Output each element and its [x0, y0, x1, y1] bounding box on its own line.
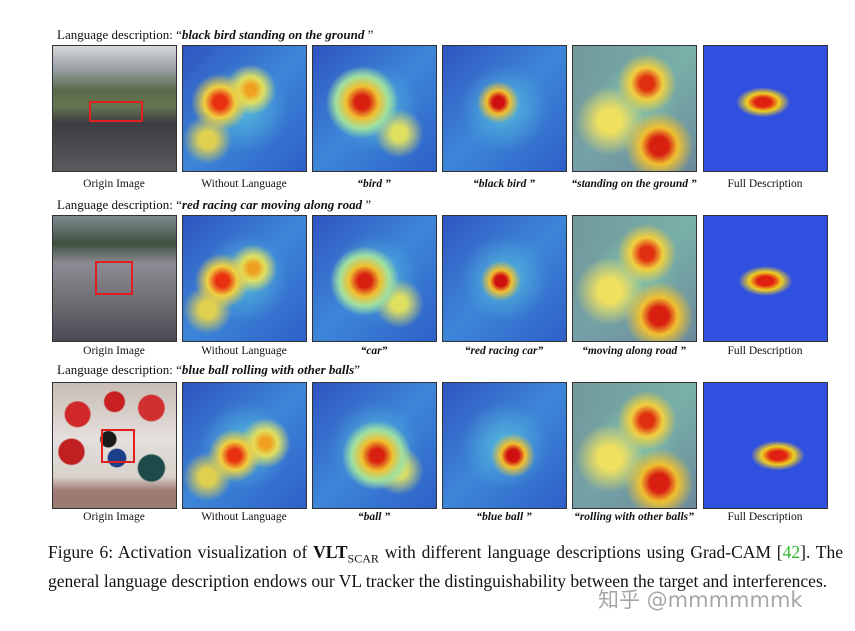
description-prefix: Language description: “ — [57, 362, 182, 377]
method-subscript: SCAR — [347, 551, 379, 566]
activation-map — [703, 382, 828, 509]
image-caption: “standing on the ground ” — [571, 178, 697, 190]
origin-image — [52, 45, 177, 172]
image-caption: Origin Image — [83, 511, 145, 523]
image-caption: Origin Image — [83, 345, 145, 357]
activation-map — [442, 382, 567, 509]
language-description: Language description: “blue ball rolling… — [57, 362, 360, 378]
caption-tail: ]. The general language description endo… — [48, 542, 844, 591]
image-caption: Without Language — [201, 345, 287, 357]
image-caption: “moving along road ” — [582, 345, 686, 357]
description-phrase: black bird standing on the ground — [181, 27, 365, 42]
image-caption: Origin Image — [83, 178, 145, 190]
image-caption: “rolling with other balls” — [574, 511, 694, 523]
image-caption: “black bird ” — [473, 178, 535, 190]
image-caption: Without Language — [201, 511, 287, 523]
citation[interactable]: 42 — [782, 542, 801, 562]
target-box — [101, 429, 135, 463]
image-caption: “blue ball ” — [476, 511, 532, 523]
image-caption: “bird ” — [357, 178, 391, 190]
description-suffix: ” — [354, 362, 360, 377]
image-caption: Without Language — [201, 178, 287, 190]
description-suffix: ” — [364, 27, 374, 42]
activation-map — [572, 215, 697, 342]
activation-map — [572, 382, 697, 509]
image-caption: Full Description — [727, 178, 803, 190]
method-name: VLT — [313, 542, 348, 562]
activation-map — [703, 45, 828, 172]
caption-lead: Figure 6: Activation visualization of — [48, 542, 314, 562]
activation-map — [442, 215, 567, 342]
target-box — [89, 101, 143, 122]
activation-map — [312, 215, 437, 342]
watermark: 知乎 @mmmmmmk — [598, 588, 803, 612]
description-prefix: Language description: “ — [57, 27, 182, 42]
target-box — [95, 261, 133, 295]
origin-image — [52, 215, 177, 342]
description-suffix: ” — [362, 197, 372, 212]
activation-map — [182, 215, 307, 342]
language-description: Language description: “red racing car mo… — [57, 197, 371, 213]
description-phrase: blue ball rolling with other balls — [181, 362, 355, 377]
figure-caption: Figure 6: Activation visualization of VL… — [48, 541, 843, 592]
activation-map — [312, 382, 437, 509]
image-caption: “car” — [360, 345, 388, 357]
activation-map — [442, 45, 567, 172]
caption-middle: with different language descriptions usi… — [378, 542, 783, 562]
activation-map — [572, 45, 697, 172]
image-caption: “red racing car” — [464, 345, 544, 357]
language-description: Language description: “black bird standi… — [57, 27, 373, 43]
activation-map — [703, 215, 828, 342]
activation-map — [312, 45, 437, 172]
image-caption: Full Description — [727, 511, 803, 523]
origin-image — [52, 382, 177, 509]
activation-map — [182, 382, 307, 509]
image-caption: “ball ” — [357, 511, 391, 523]
image-caption: Full Description — [727, 345, 803, 357]
description-phrase: red racing car moving along road — [181, 197, 363, 212]
description-prefix: Language description: “ — [57, 197, 182, 212]
activation-map — [182, 45, 307, 172]
